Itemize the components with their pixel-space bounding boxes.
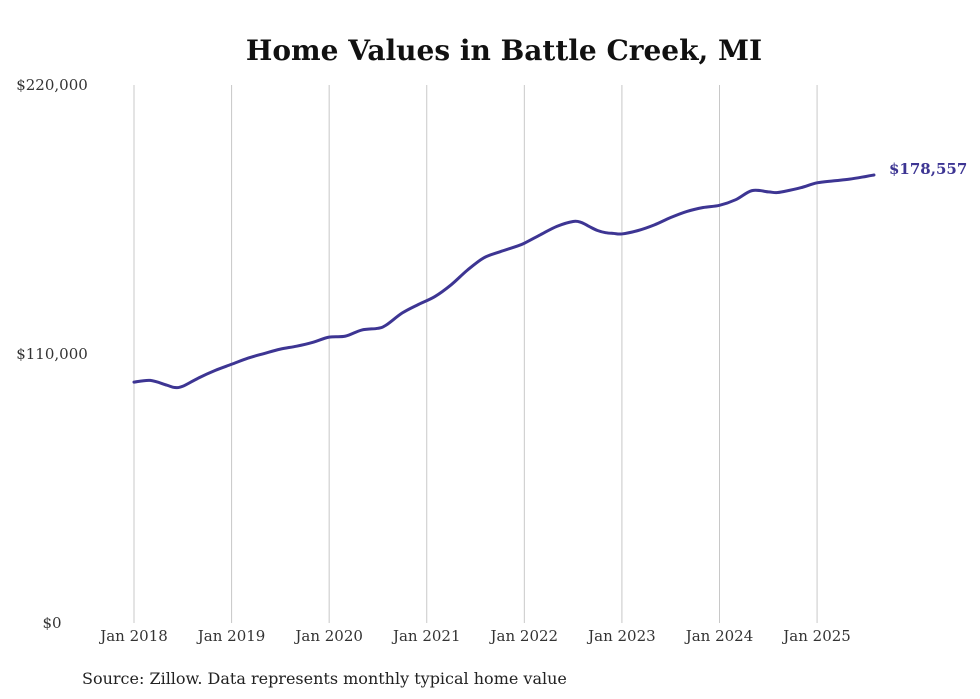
series-line — [132, 173, 876, 390]
chart-title: Home Values in Battle Creek, MI — [246, 34, 762, 67]
y-tick-label: $220,000 — [16, 76, 88, 94]
source-note: Source: Zillow. Data represents monthly … — [82, 669, 567, 688]
x-tick-label: Jan 2021 — [391, 627, 461, 645]
y-tick-label: $0 — [42, 614, 61, 632]
x-tick-label: Jan 2020 — [293, 627, 363, 645]
x-axis-ticks: Jan 2018 Jan 2019 Jan 2020 Jan 2021 Jan 2022… — [98, 627, 851, 645]
x-tick-label: Jan 2024 — [684, 627, 754, 645]
end-value-label: $178,557 — [889, 160, 967, 178]
x-tick-label: Jan 2018 — [98, 627, 168, 645]
series-layer — [132, 173, 876, 390]
x-tick-label: Jan 2025 — [781, 627, 851, 645]
x-tick-label: Jan 2019 — [196, 627, 266, 645]
y-axis-ticks: $0 $110,000 $220,000 — [16, 76, 88, 632]
x-tick-label: Jan 2022 — [489, 627, 559, 645]
x-tick-label: Jan 2023 — [586, 627, 656, 645]
gridlines — [133, 85, 818, 623]
y-tick-label: $110,000 — [16, 345, 88, 363]
